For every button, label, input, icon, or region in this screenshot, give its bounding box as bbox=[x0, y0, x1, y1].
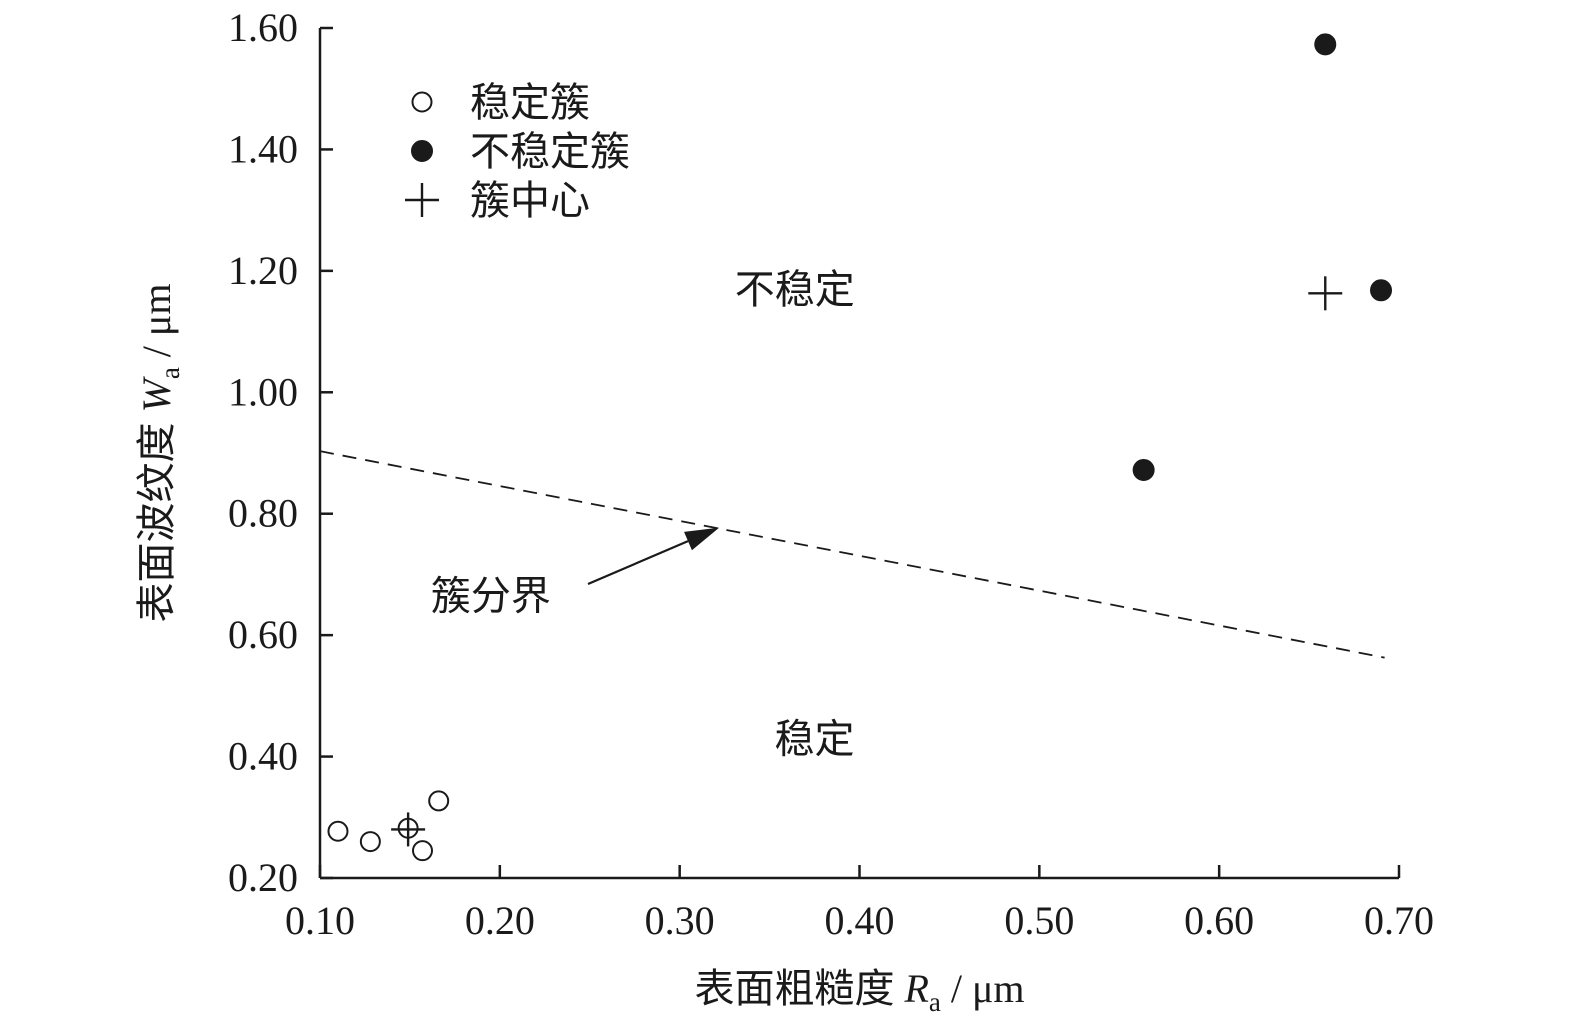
x-tick-label: 0.40 bbox=[825, 898, 895, 943]
y-tick-label: 1.00 bbox=[228, 369, 298, 414]
cluster-boundary-line bbox=[319, 450, 1385, 659]
region-label-unstable: 不稳定 bbox=[735, 267, 855, 313]
filled-circle-point bbox=[1370, 279, 1393, 302]
y-axis-title: 表面波纹度 Wa / μm bbox=[134, 284, 185, 623]
y-tick-label: 1.20 bbox=[228, 248, 298, 293]
y-tick-label: 0.60 bbox=[228, 612, 298, 657]
open-circle-point bbox=[327, 820, 349, 842]
x-axis-title: 表面粗糙度 Ra / μm bbox=[694, 966, 1024, 1017]
y-tick-label: 0.20 bbox=[228, 855, 298, 900]
legend-marker-center-plus bbox=[405, 183, 439, 217]
y-axis-title-main: 表面波纹度 bbox=[134, 422, 180, 622]
boundary-arrow-shaft bbox=[587, 540, 689, 586]
region-label-stable: 稳定 bbox=[775, 716, 855, 762]
legend-label-unstable: 不稳定簇 bbox=[470, 129, 630, 175]
open-circle-point bbox=[359, 831, 381, 853]
legend-label-stable: 稳定簇 bbox=[470, 80, 590, 126]
y-tick-label: 1.60 bbox=[228, 5, 298, 50]
y-axis-title-unit: / μm bbox=[134, 284, 179, 368]
x-axis-title-main: 表面粗糙度 bbox=[694, 966, 894, 1012]
legend-marker-stable-open-circle bbox=[411, 91, 433, 113]
filled-circle-point bbox=[1314, 33, 1337, 56]
y-axis-ticks: 0.20 0.40 0.60 0.80 1.00 1.20 1.40 1.60 bbox=[228, 5, 333, 900]
x-tick-label: 0.10 bbox=[285, 898, 355, 943]
boundary-label: 簇分界 bbox=[431, 574, 551, 620]
plus-point bbox=[1308, 276, 1343, 311]
legend-open-circle-glyph bbox=[411, 91, 433, 113]
data-points bbox=[327, 33, 1393, 862]
legend-plus-glyph bbox=[405, 183, 439, 217]
x-tick-label: 0.50 bbox=[1004, 898, 1074, 943]
x-axis-ticks: 0.10 0.20 0.30 0.40 0.50 0.60 0.70 bbox=[285, 865, 1434, 943]
legend: 稳定簇 不稳定簇 簇中心 bbox=[405, 80, 630, 224]
plus-point bbox=[391, 812, 426, 847]
x-tick-label: 0.70 bbox=[1364, 898, 1434, 943]
x-axis-title-unit: / μm bbox=[941, 966, 1025, 1011]
x-axis-title-var: R bbox=[903, 966, 928, 1011]
x-tick-label: 0.20 bbox=[465, 898, 535, 943]
y-axis-title-sub: a bbox=[155, 367, 185, 379]
boundary-arrow-head bbox=[684, 527, 720, 551]
x-tick-label: 0.30 bbox=[645, 898, 715, 943]
y-tick-label: 0.40 bbox=[228, 734, 298, 779]
y-tick-label: 0.80 bbox=[228, 491, 298, 536]
legend-marker-unstable-filled-circle bbox=[411, 140, 433, 162]
y-axis-title-var: W bbox=[134, 375, 179, 412]
x-axis-title-sub: a bbox=[929, 987, 941, 1017]
legend-filled-circle-glyph bbox=[411, 140, 433, 162]
legend-label-center: 簇中心 bbox=[470, 178, 590, 224]
y-tick-label: 1.40 bbox=[228, 126, 298, 171]
filled-circle-point bbox=[1132, 459, 1155, 481]
x-tick-label: 0.60 bbox=[1184, 898, 1254, 943]
open-circle-point bbox=[412, 840, 434, 862]
open-circle-point bbox=[428, 790, 450, 812]
